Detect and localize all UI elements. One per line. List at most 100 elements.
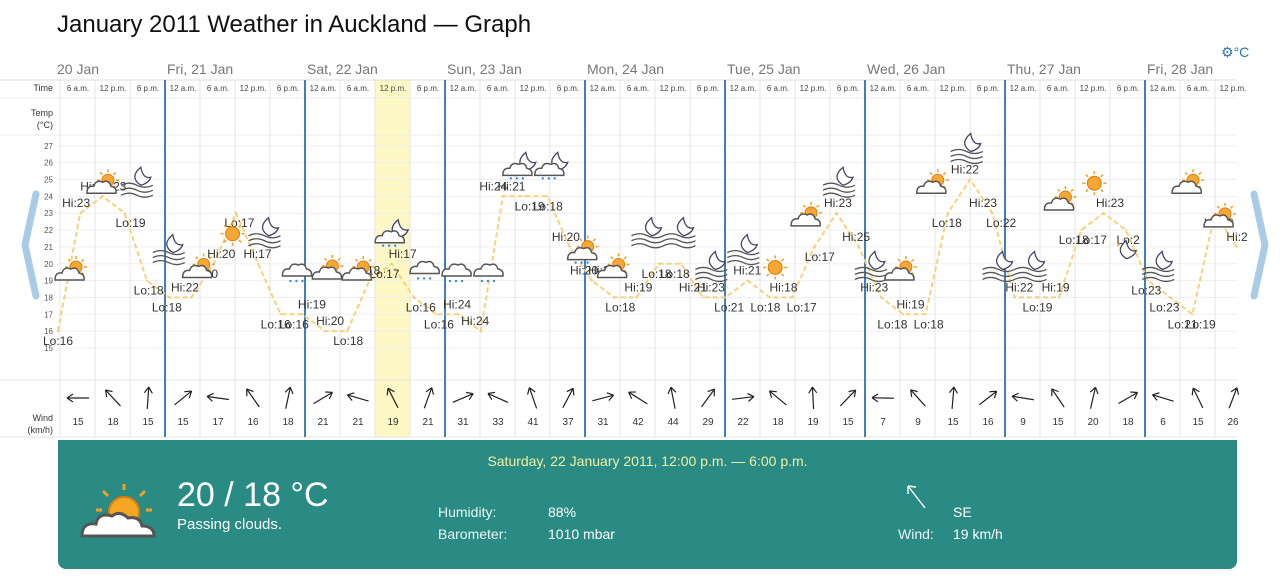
wind-wave [854, 266, 888, 273]
temp-label: Hi:23 [824, 196, 852, 210]
wind-arrow-icon [423, 387, 435, 409]
partly-sunny-icon [915, 169, 949, 194]
wind-speed-label: 41 [527, 417, 539, 428]
barometer-label: Barometer: [438, 526, 508, 542]
wind-arrow-head [747, 392, 755, 402]
wind-arrow-shaft [174, 390, 192, 406]
time-tick: 12 a.m. [730, 84, 757, 93]
wind-arrow-head [667, 386, 677, 395]
temp-label: Lo:17 [1077, 233, 1107, 247]
temperature-point [190, 296, 193, 299]
time-tick: 6 p.m. [137, 84, 159, 93]
sun-ray [929, 171, 933, 176]
temp-label: Lo:18 [152, 300, 182, 314]
temp-label: Lo:18 [533, 199, 563, 213]
temp-label: Hi:18 [770, 280, 798, 294]
wind-arrow-head [184, 390, 193, 399]
cloud-shape [502, 162, 533, 177]
cloud-rain-icon [473, 263, 504, 283]
temp-label: Lo:16 [424, 317, 454, 331]
cloud-partly-icon [311, 255, 344, 280]
time-tick: 12 a.m. [170, 84, 197, 93]
day-label: Tue, 25 Jan [727, 61, 800, 77]
temp-label: Hi:20 [316, 314, 344, 328]
time-tick: 12 a.m. [1010, 84, 1037, 93]
chevron-left-icon[interactable] [20, 190, 40, 300]
sun-ray [1230, 205, 1234, 209]
temperature-point [1147, 279, 1149, 282]
cloud-shape [341, 267, 373, 281]
moon-rain-icon [533, 151, 569, 180]
time-tick: 6 p.m. [277, 84, 299, 93]
temp-label: Lo:16 [261, 317, 291, 331]
partly-sunny-icon [596, 253, 630, 279]
temperature-point [769, 296, 771, 299]
wind-arrow-icon [768, 390, 787, 406]
time-tick: 12 a.m. [590, 84, 617, 93]
moon-rain-icon [374, 218, 410, 247]
temperature-point [390, 262, 393, 265]
sun-ray [910, 258, 915, 262]
wind-speed-label: 22 [737, 417, 749, 428]
temp-label: Lo:2 [1116, 233, 1140, 247]
rain-drop [295, 279, 298, 283]
temp-label: Hi:24 [461, 314, 489, 328]
moon-shape [836, 165, 854, 186]
wind-arrow-shaft [487, 392, 509, 404]
temp-label: Hi:23 [860, 280, 888, 294]
rain-drop [574, 261, 577, 264]
wind-speed-label: 19 [387, 417, 399, 428]
time-tick: 12 p.m. [940, 84, 967, 93]
moon-clouds-icon [120, 165, 154, 198]
wind-arrow-icon [143, 386, 153, 410]
y-tick-label: 17 [44, 310, 53, 319]
cloud-shape [915, 180, 947, 194]
time-tick: 6 a.m. [347, 84, 369, 93]
wind-arrow-head [487, 391, 496, 400]
temp-label: Lo:18 [642, 267, 672, 281]
moon-shape [676, 216, 695, 237]
day-label: Mon, 24 Jan [587, 61, 664, 77]
rain-drop [381, 244, 385, 247]
cloud-shape [281, 263, 313, 277]
wind-arrow-shaft [207, 395, 229, 401]
time-tick: 12 p.m. [1080, 84, 1107, 93]
unit-toggle[interactable]: ⚙°C [1221, 44, 1249, 61]
wind-arrow-icon [562, 387, 575, 408]
y-tick-label: 22 [44, 226, 53, 235]
y-tick-label: 16 [44, 327, 53, 336]
temperature-point [702, 296, 704, 299]
sun-icon [763, 255, 788, 280]
sun-ray [1070, 188, 1074, 192]
rain-drop [509, 177, 513, 180]
page-title: January 2011 Weather in Auckland — Graph [57, 11, 532, 38]
rain-drop [301, 279, 304, 283]
sun-ray [67, 258, 71, 262]
temperature-point [57, 330, 59, 332]
row-label-temp: Temp [31, 108, 53, 118]
moon-shape [995, 250, 1014, 271]
wind-arrow-icon [487, 391, 509, 404]
wind-wave [663, 243, 696, 249]
partly-sunny-icon [884, 256, 917, 281]
time-tick: 6 p.m. [417, 84, 439, 93]
sun-ray [1198, 171, 1202, 176]
wind-wave [726, 254, 760, 261]
wind-arrow-icon [1011, 392, 1034, 402]
day-label: Sun, 23 Jan [447, 61, 522, 77]
cloud-shape [181, 264, 213, 279]
sun-disc [767, 259, 783, 275]
chevron-right-icon[interactable] [1250, 190, 1270, 300]
time-tick: 6 a.m. [1047, 84, 1069, 93]
moon-shape [1155, 250, 1174, 271]
sun-ray [1100, 174, 1104, 178]
temperature-point [168, 296, 171, 299]
row-label-wind-unit: (km/h) [28, 425, 54, 435]
details-description: Passing clouds. [177, 516, 283, 533]
temperature-point [1169, 296, 1172, 299]
wind-arrow-head [628, 391, 636, 399]
temperature-point [101, 195, 104, 198]
temp-label: Hi:23 [62, 196, 90, 210]
sun-ray [1184, 171, 1188, 176]
temperature-point [524, 195, 526, 198]
